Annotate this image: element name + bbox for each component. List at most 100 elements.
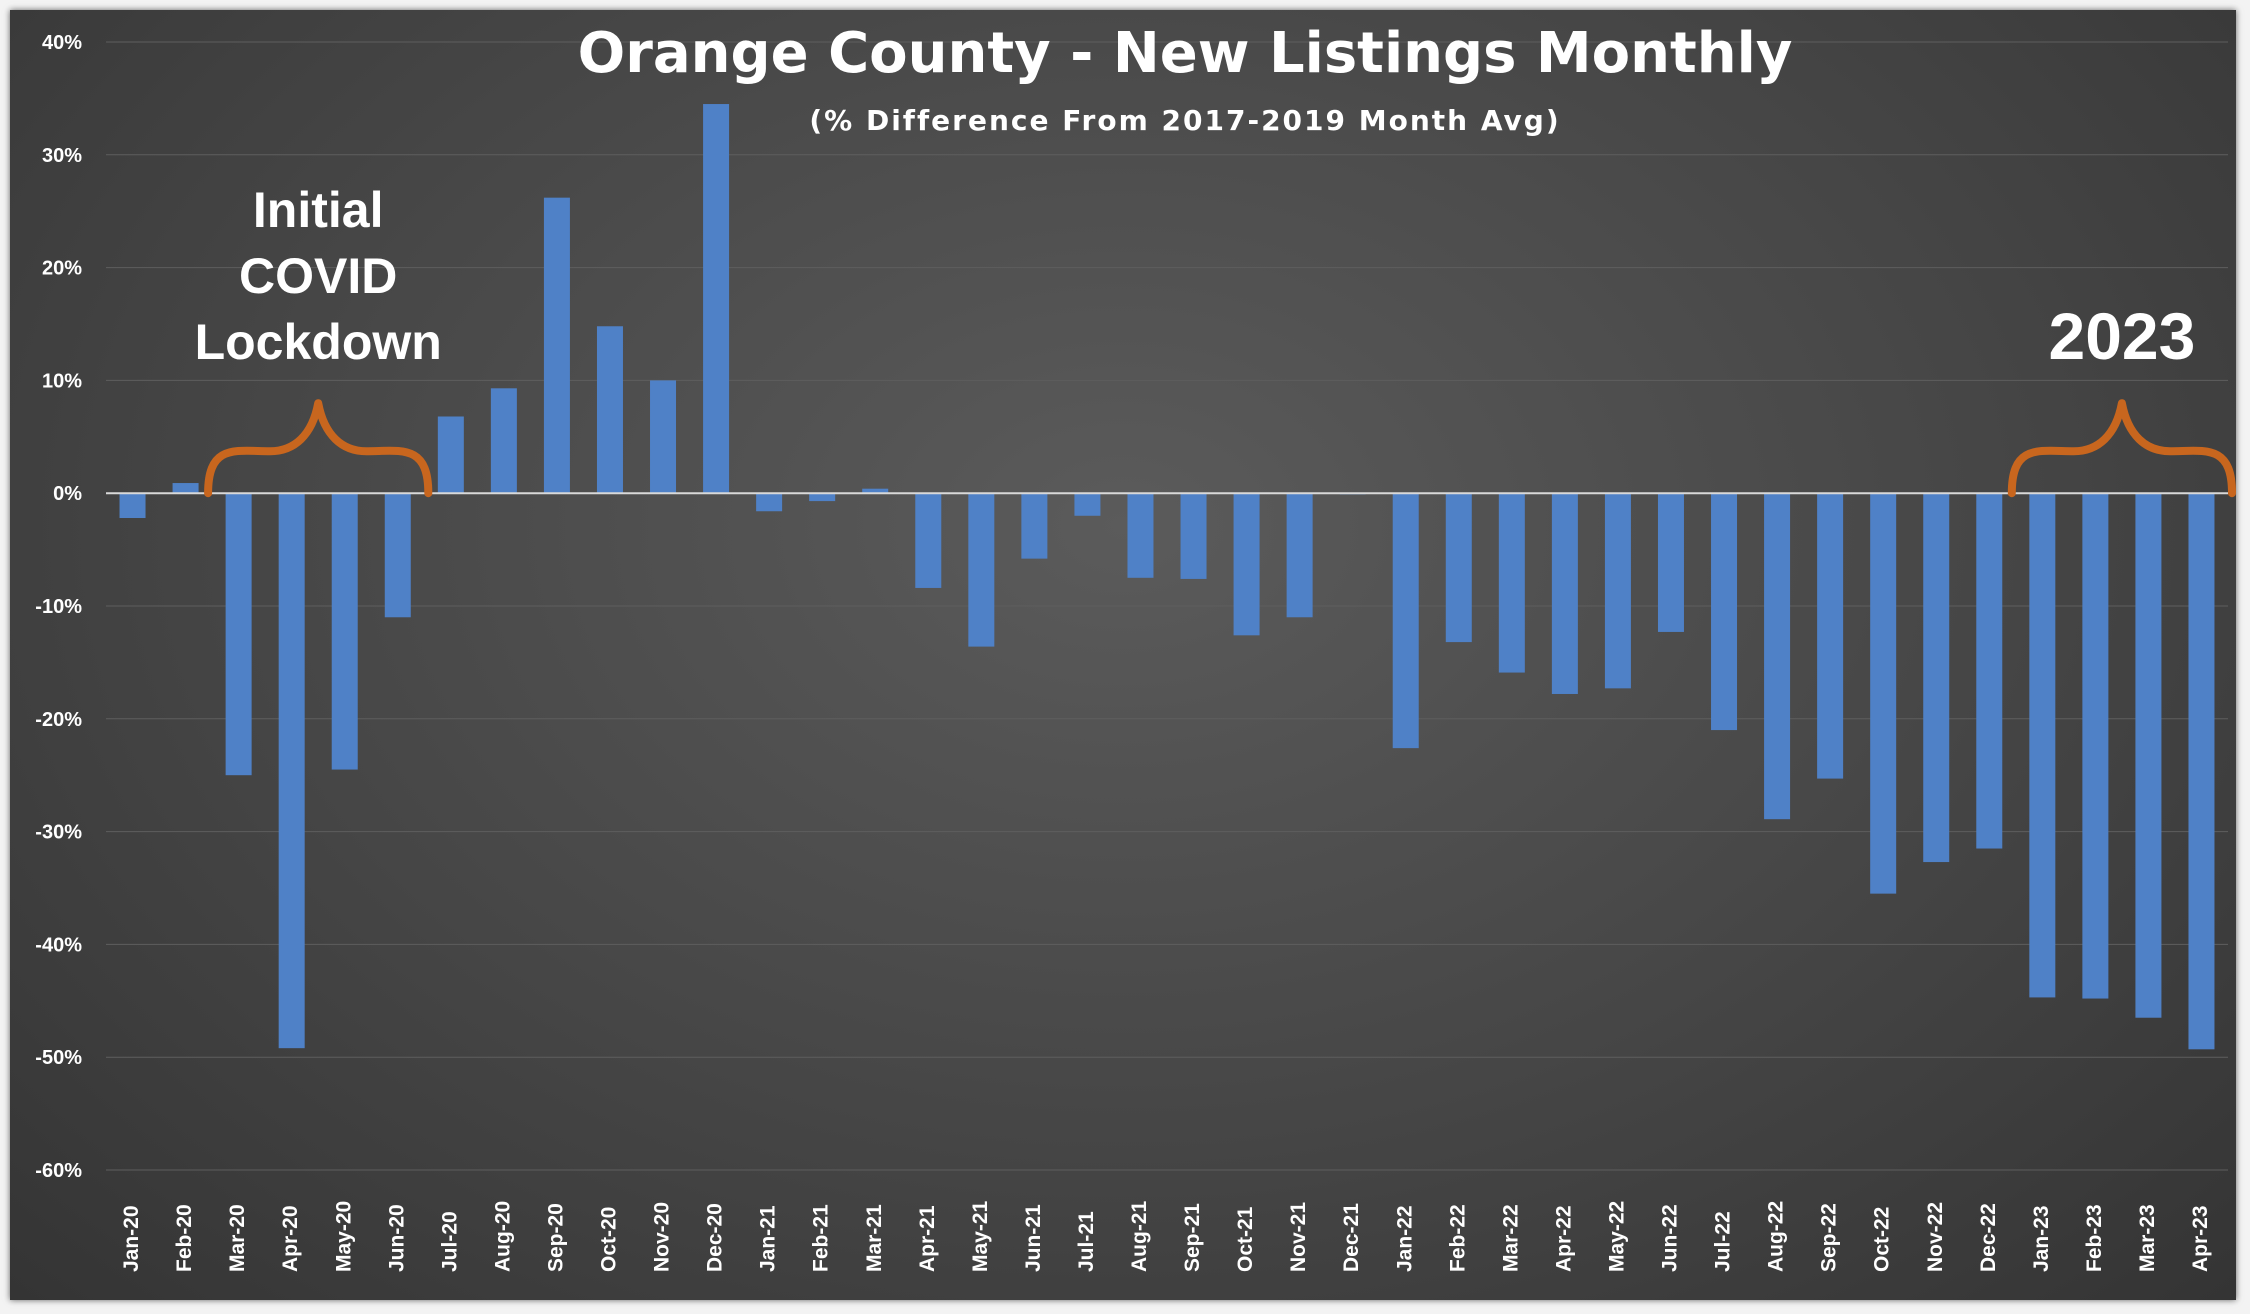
y-tick-label: -30% [35, 822, 82, 844]
x-category-label: May-21 [969, 1200, 992, 1272]
bar-nov-20 [650, 380, 677, 494]
bars [119, 104, 2215, 1050]
x-category-label: Mar-22 [1499, 1204, 1522, 1272]
bar-oct-21 [1233, 493, 1260, 636]
chart-subtitle: (% Difference From 2017-2019 Month Avg) [809, 104, 1560, 137]
x-category-label: Jul-20 [438, 1211, 461, 1272]
bar-chart: 40% 30% 20% 10% 0% -10% -20% -30% -40% -50% -60% J… [35, 21, 2236, 1272]
annotation-text: Initial [253, 182, 384, 238]
bar-dec-22 [1976, 493, 2003, 849]
bar-jan-20 [119, 493, 146, 519]
x-category-label: Aug-20 [491, 1201, 514, 1272]
bar-nov-21 [1286, 493, 1313, 618]
x-category-label: Jun-22 [1659, 1204, 1682, 1272]
x-category-label: Nov-20 [651, 1202, 674, 1272]
y-tick-label: -40% [35, 934, 82, 956]
x-category-label: Nov-22 [1924, 1202, 1947, 1272]
bar-jan-22 [1392, 493, 1419, 749]
x-category-label: Oct-21 [1234, 1206, 1257, 1272]
x-category-label: Dec-20 [704, 1203, 727, 1272]
x-category-label: Feb-21 [810, 1204, 833, 1272]
bar-feb-22 [1445, 493, 1472, 643]
y-tick-label: -10% [35, 596, 82, 618]
bar-mar-21 [862, 488, 889, 494]
bar-feb-21 [809, 493, 836, 502]
x-category-label: Mar-21 [863, 1204, 886, 1272]
x-category-label: Oct-22 [1871, 1207, 1894, 1272]
annotation-text: 2023 [2048, 299, 2195, 373]
y-tick-label: 40% [42, 32, 82, 54]
y-tick-label: 30% [42, 145, 82, 167]
annotation-brace [2007, 399, 2236, 498]
x-category-label: Jan-22 [1393, 1205, 1416, 1272]
bar-mar-22 [1498, 493, 1525, 673]
x-category-label: Dec-22 [1977, 1203, 2000, 1272]
bar-sep-20 [543, 197, 570, 494]
bar-mar-20 [225, 493, 252, 776]
annotations: Initial COVID Lockdown 2023 [195, 182, 2236, 498]
bar-oct-20 [596, 326, 623, 494]
x-category-label: Mar-20 [226, 1204, 249, 1272]
x-category-label: Aug-21 [1128, 1201, 1151, 1272]
x-category-label: Nov-21 [1287, 1202, 1310, 1272]
x-category-label: Oct-20 [598, 1207, 621, 1272]
x-category-label: Sep-22 [1818, 1203, 1841, 1272]
x-category-label: May-20 [332, 1201, 355, 1272]
y-tick-label: 20% [42, 258, 82, 280]
bar-aug-20 [490, 388, 517, 494]
bar-mar-23 [2135, 493, 2162, 1018]
bar-aug-21 [1127, 493, 1154, 578]
x-category-label: Apr-21 [916, 1205, 939, 1272]
annotation-brace [204, 399, 433, 498]
bar-jul-20 [437, 416, 464, 494]
bar-apr-21 [915, 493, 942, 588]
x-category-label: Jul-22 [1712, 1211, 1735, 1272]
y-tick-label: 0% [53, 483, 82, 505]
x-category-label: May-22 [1605, 1201, 1628, 1272]
x-axis-category-labels: Jan-20 Feb-20 Mar-20 Apr-20 May-20 Jun-20 Jul-… [120, 1200, 2212, 1272]
bar-may-20 [331, 493, 358, 770]
x-category-label: Jan-21 [757, 1205, 780, 1272]
x-category-label: Apr-20 [279, 1205, 302, 1272]
bar-jul-21 [1074, 493, 1101, 516]
bar-jun-20 [384, 493, 411, 618]
annotation-text: Lockdown [195, 314, 442, 370]
bar-oct-22 [1870, 493, 1897, 894]
bar-dec-20 [703, 104, 730, 494]
x-category-label: Apr-23 [2189, 1205, 2212, 1272]
bar-may-21 [968, 493, 995, 647]
bar-apr-23 [2188, 493, 2215, 1050]
x-category-label: Dec-21 [1340, 1203, 1363, 1272]
x-category-label: Jan-20 [120, 1205, 143, 1272]
bar-jul-22 [1711, 493, 1738, 731]
gridlines [106, 41, 2228, 1171]
y-tick-label: -20% [35, 709, 82, 731]
bar-jun-21 [1021, 493, 1048, 559]
y-tick-label: -50% [35, 1047, 82, 1069]
x-category-label: Mar-23 [2136, 1204, 2159, 1272]
x-category-label: Feb-20 [173, 1204, 196, 1272]
x-category-label: Sep-20 [544, 1203, 567, 1272]
x-category-label: Sep-21 [1181, 1203, 1204, 1272]
bar-feb-23 [2082, 493, 2109, 999]
bar-apr-22 [1551, 493, 1578, 694]
annotation-text: COVID [239, 248, 397, 304]
x-category-label: Apr-22 [1552, 1205, 1575, 1272]
bar-jan-21 [756, 493, 783, 512]
bar-apr-20 [278, 493, 305, 1049]
bar-feb-20 [172, 483, 199, 494]
bar-jan-23 [2029, 493, 2056, 998]
y-tick-label: -60% [35, 1160, 82, 1182]
x-category-label: Jan-23 [2030, 1205, 2053, 1272]
x-category-label: Jul-21 [1075, 1211, 1098, 1272]
x-category-label: Feb-22 [1446, 1204, 1469, 1272]
x-category-label: Jun-21 [1022, 1204, 1045, 1272]
bar-aug-22 [1764, 493, 1791, 820]
bar-nov-22 [1923, 493, 1950, 863]
x-category-label: Jun-20 [385, 1204, 408, 1272]
x-category-label: Aug-22 [1765, 1201, 1788, 1272]
bar-may-22 [1604, 493, 1631, 689]
bar-sep-21 [1180, 493, 1207, 579]
chart-frame: 40% 30% 20% 10% 0% -10% -20% -30% -40% -50% -60% J… [10, 10, 2236, 1300]
bar-sep-22 [1817, 493, 1844, 779]
